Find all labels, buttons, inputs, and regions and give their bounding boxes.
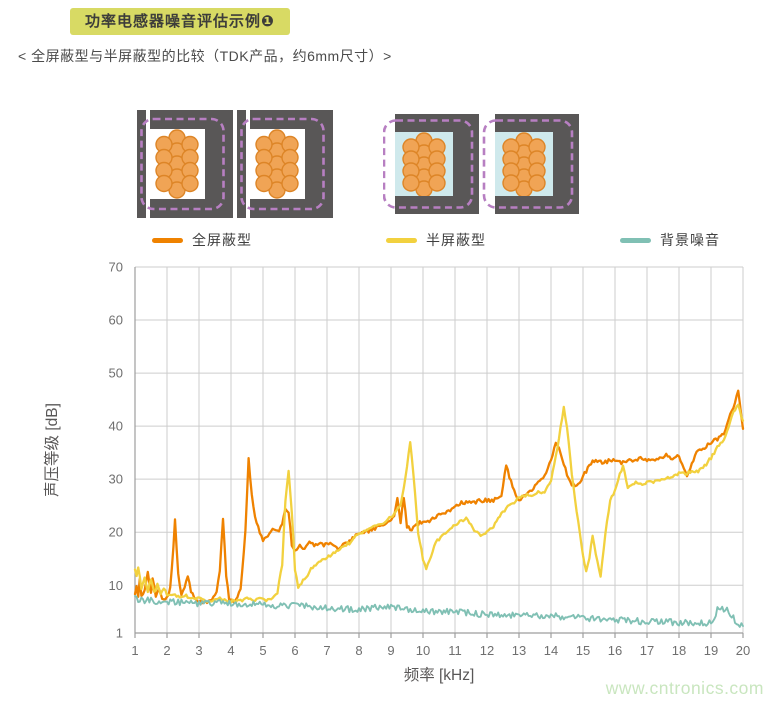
svg-text:13: 13 <box>512 643 526 658</box>
svg-text:12: 12 <box>480 643 494 658</box>
legend-item-semi-shield: 半屏蔽型 <box>386 230 486 250</box>
legend-label: 背景噪音 <box>660 232 720 248</box>
svg-text:10: 10 <box>109 578 123 593</box>
svg-text:1: 1 <box>131 643 138 658</box>
svg-text:3: 3 <box>195 643 202 658</box>
svg-text:17: 17 <box>640 643 654 658</box>
noise-level-line-chart: 1 2 3 4 5 6 7 8 9 10 11 12 13 14 15 16 17 18 19 20110203040… <box>43 260 750 685</box>
legend-line-semi-shield-icon <box>386 237 417 243</box>
svg-text:6: 6 <box>291 643 298 658</box>
legend-item-background-noise: 背景噪音 <box>620 230 720 250</box>
svg-text:7: 7 <box>323 643 330 658</box>
svg-text:11: 11 <box>448 643 462 658</box>
svg-text:18: 18 <box>672 643 686 658</box>
svg-text:60: 60 <box>109 313 123 328</box>
svg-text:19: 19 <box>704 643 718 658</box>
full-shield-inductor-diagram <box>137 110 333 218</box>
svg-text:40: 40 <box>109 419 123 434</box>
svg-text:30: 30 <box>109 472 123 487</box>
page-title: 功率电感器噪音评估示例❶ <box>70 8 290 35</box>
svg-text:10: 10 <box>416 643 430 658</box>
svg-text:14: 14 <box>544 643 558 658</box>
svg-text:70: 70 <box>109 260 123 275</box>
svg-text:4: 4 <box>227 643 234 658</box>
svg-text:50: 50 <box>109 366 123 381</box>
svg-text:频率 [kHz]: 频率 [kHz] <box>404 666 475 684</box>
svg-text:5: 5 <box>259 643 266 658</box>
svg-text:20: 20 <box>736 643 750 658</box>
svg-text:声压等级 [dB]: 声压等级 [dB] <box>43 403 61 497</box>
svg-text:15: 15 <box>576 643 590 658</box>
svg-text:16: 16 <box>608 643 622 658</box>
legend-line-background-noise-icon <box>620 237 651 243</box>
svg-text:8: 8 <box>355 643 362 658</box>
svg-text:1: 1 <box>116 626 123 641</box>
legend-label: 全屏蔽型 <box>192 232 252 248</box>
svg-text:9: 9 <box>387 643 394 658</box>
legend-line-full-shield-icon <box>152 237 183 243</box>
legend-label: 半屏蔽型 <box>426 232 486 248</box>
watermark: www.cntronics.com <box>605 678 764 698</box>
svg-text:2: 2 <box>163 643 170 658</box>
legend-item-full-shield: 全屏蔽型 <box>152 230 252 250</box>
svg-text:20: 20 <box>109 525 123 540</box>
page-subtitle: < 全屏蔽型与半屏蔽型的比较（TDK产品，约6mm尺寸）> <box>18 48 392 64</box>
semi-shield-inductor-diagram <box>383 114 579 214</box>
